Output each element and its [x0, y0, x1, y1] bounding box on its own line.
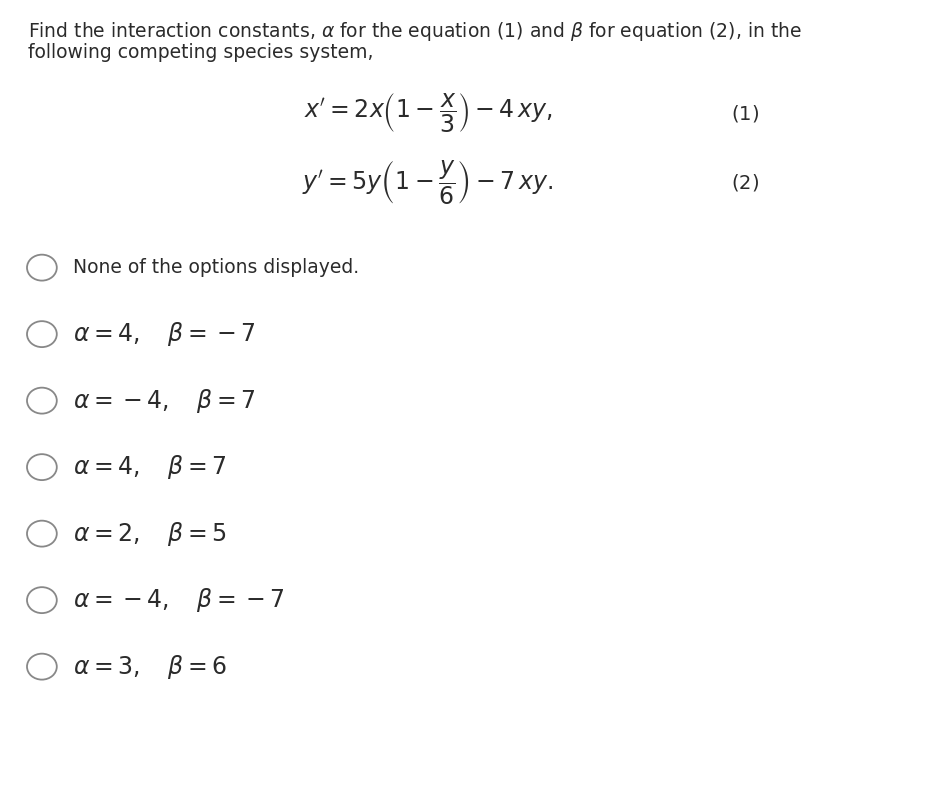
Text: None of the options displayed.: None of the options displayed.	[73, 258, 358, 277]
Text: $x' = 2x\left(1 - \dfrac{x}{3}\right) - 4\,xy,$: $x' = 2x\left(1 - \dfrac{x}{3}\right) - …	[304, 92, 553, 135]
Text: $\alpha = 3, \quad \beta = 6$: $\alpha = 3, \quad \beta = 6$	[73, 653, 227, 680]
Text: $\alpha = -4, \quad \beta = -7$: $\alpha = -4, \quad \beta = -7$	[73, 586, 285, 614]
Text: $y' = 5y\left(1 - \dfrac{y}{6}\right) - 7\,xy.$: $y' = 5y\left(1 - \dfrac{y}{6}\right) - …	[303, 158, 554, 207]
Text: following competing species system,: following competing species system,	[28, 43, 373, 62]
Text: $\alpha = 4, \quad \beta = -7$: $\alpha = 4, \quad \beta = -7$	[73, 320, 255, 348]
Text: $(1)$: $(1)$	[731, 103, 759, 124]
Text: $(2)$: $(2)$	[731, 172, 759, 193]
Text: $\alpha = 4, \quad \beta = 7$: $\alpha = 4, \quad \beta = 7$	[73, 453, 226, 481]
Text: $\alpha = -4, \quad \beta = 7$: $\alpha = -4, \quad \beta = 7$	[73, 387, 255, 414]
Text: Find the interaction constants, $\alpha$ for the equation (1) and $\beta$ for eq: Find the interaction constants, $\alpha$…	[28, 20, 802, 43]
Text: $\alpha = 2, \quad \beta = 5$: $\alpha = 2, \quad \beta = 5$	[73, 520, 226, 547]
